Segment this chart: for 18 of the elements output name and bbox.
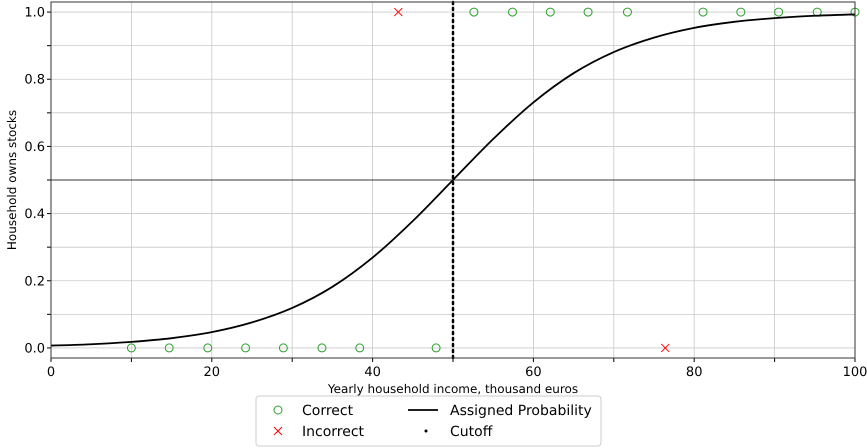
- legend-label: Assigned Probability: [450, 403, 592, 419]
- x-axis-title: Yearly household income, thousand euros: [326, 382, 578, 396]
- x-tick-label: 80: [686, 365, 702, 380]
- y-tick-label: 0.0: [24, 341, 45, 356]
- x-tick-label: 0: [46, 365, 56, 380]
- legend-label: Cutoff: [450, 424, 493, 440]
- y-tick-label: 0.8: [24, 72, 45, 88]
- y-tick-label: 1.0: [24, 6, 45, 21]
- x-tick-label: 40: [364, 365, 381, 380]
- y-tick-label: 0.6: [24, 140, 45, 155]
- x-tick-label: 100: [842, 365, 867, 380]
- x-tick-label: 20: [204, 365, 220, 380]
- y-tick-label: 0.2: [24, 274, 45, 290]
- y-axis-title: Household owns stocks: [5, 110, 19, 250]
- x-tick-label: 60: [525, 365, 542, 380]
- legend-label: Correct: [302, 403, 354, 419]
- legend-label: Incorrect: [302, 424, 365, 440]
- y-tick-label: 0.4: [24, 207, 45, 222]
